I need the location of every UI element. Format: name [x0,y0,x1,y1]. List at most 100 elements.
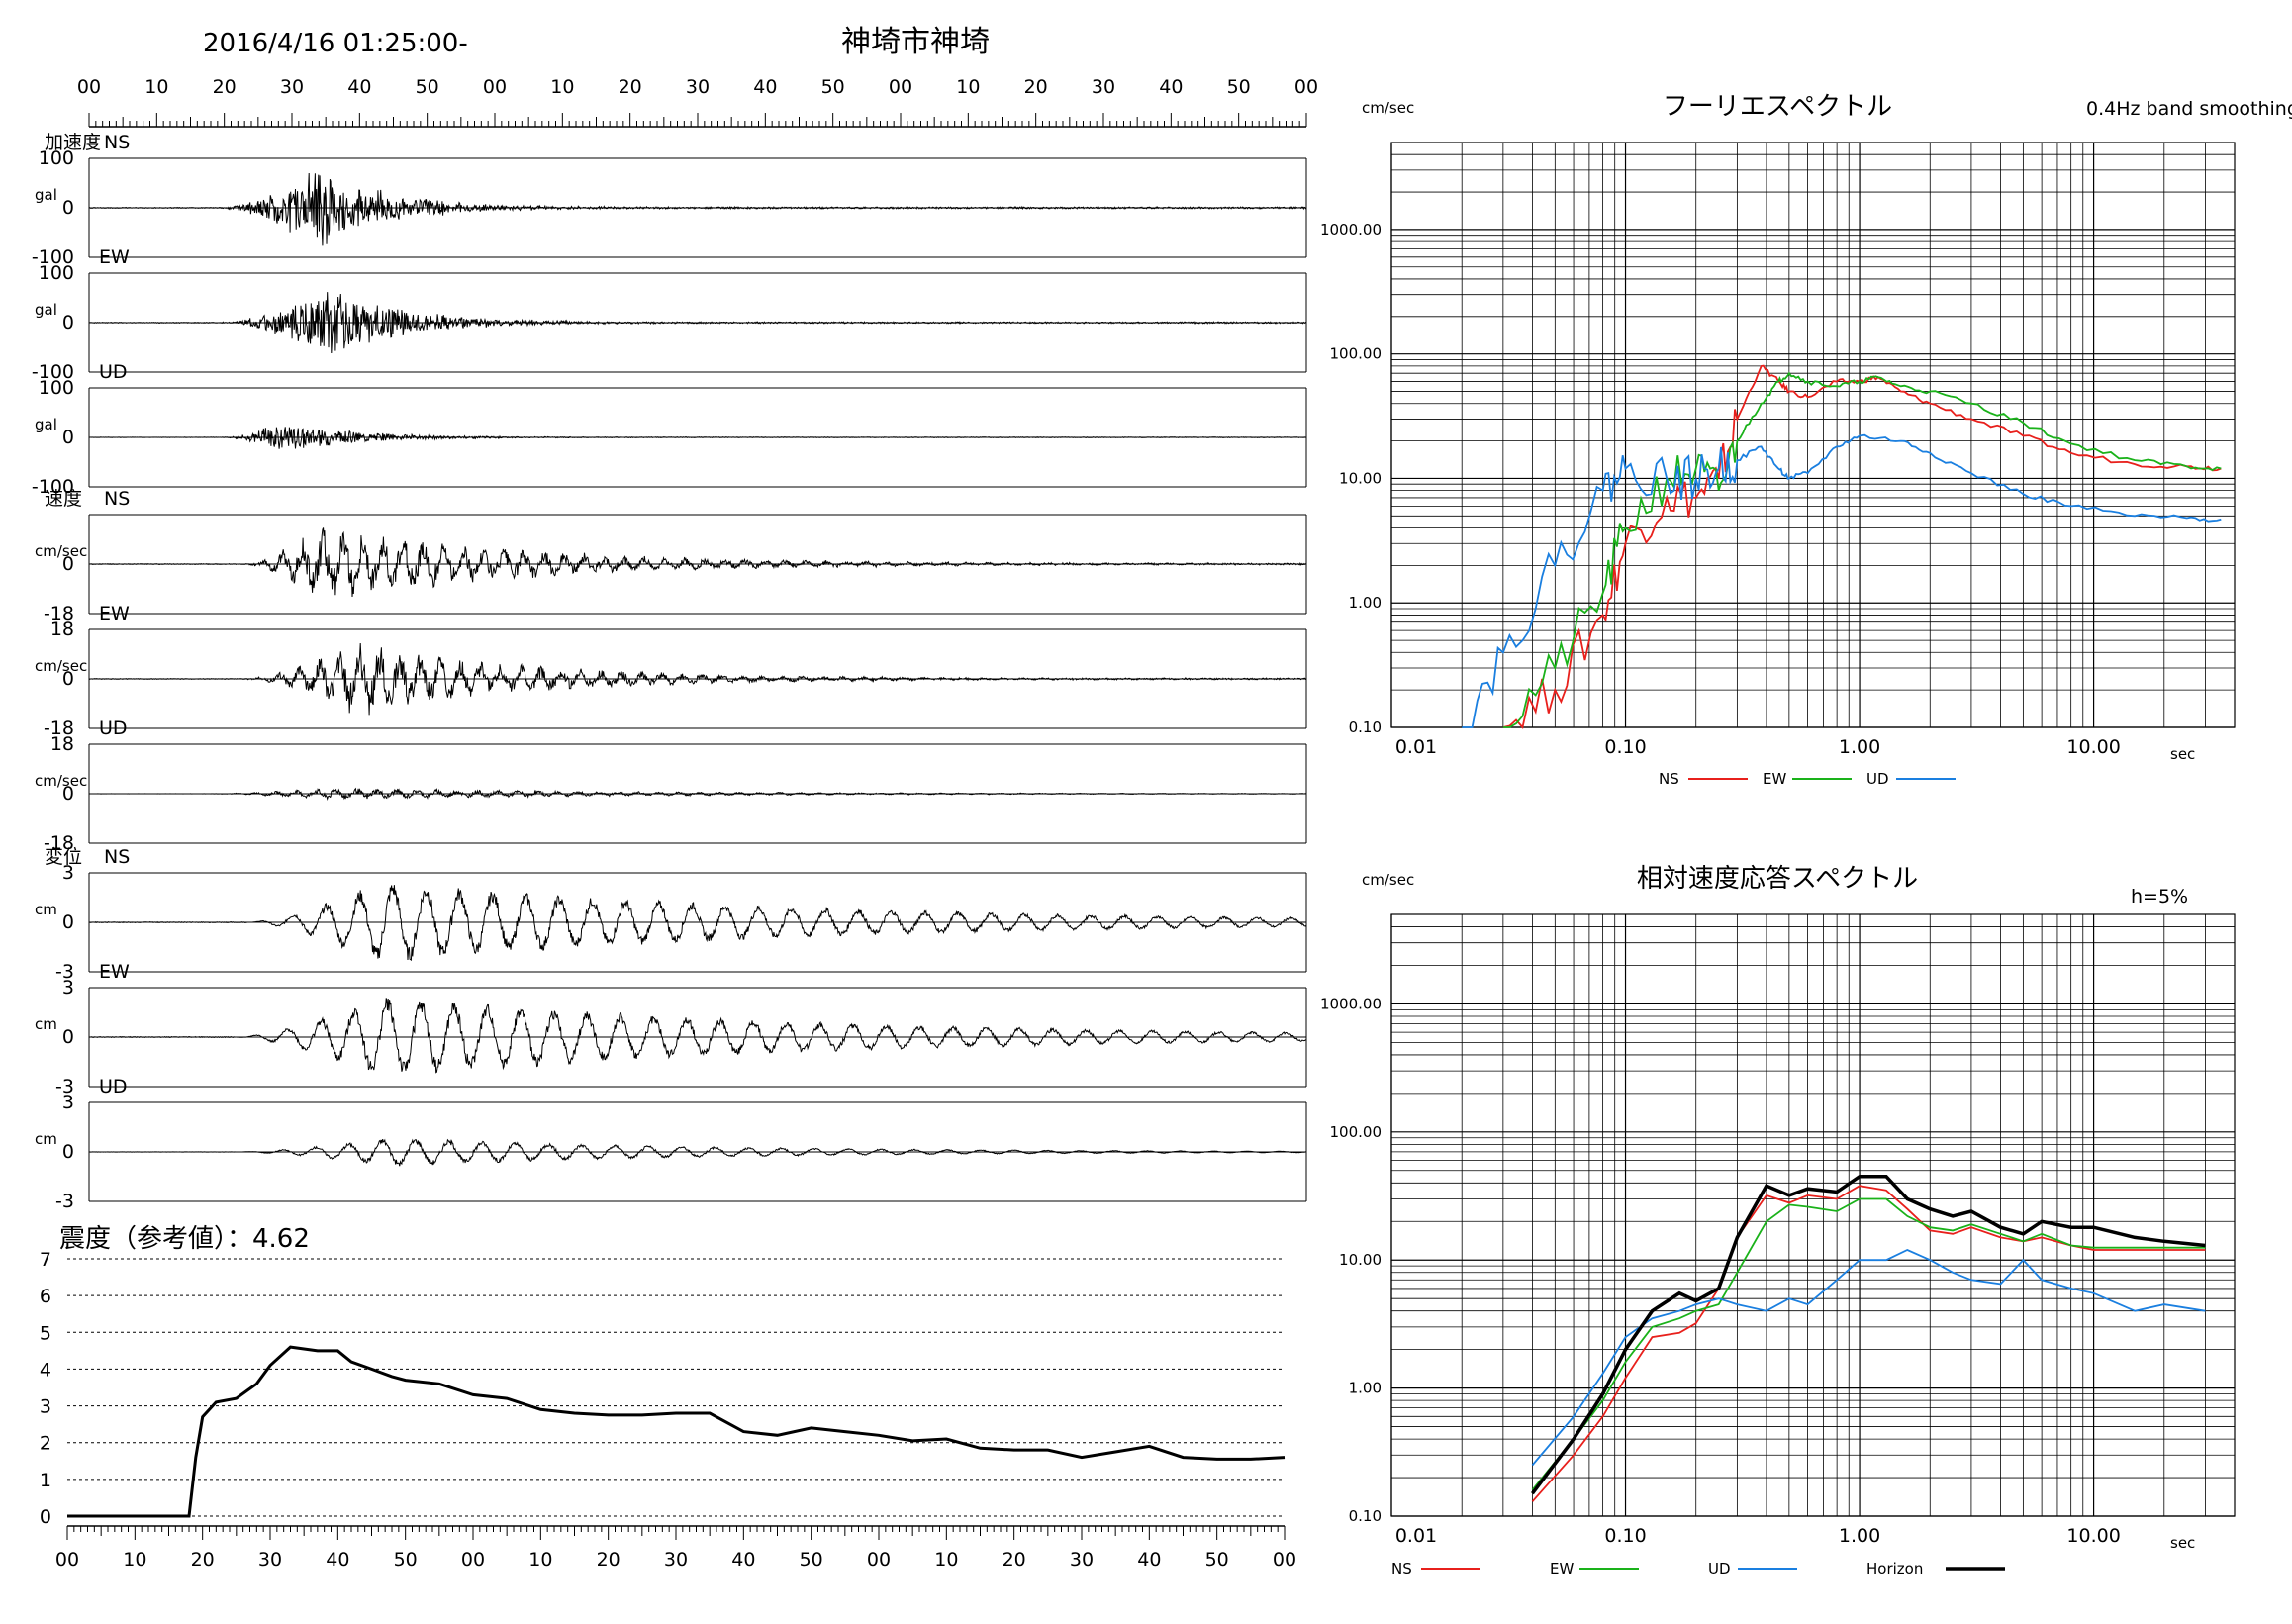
intensity-xtick-label: 00 [1273,1549,1296,1571]
waveform-panel: EW gal 100 0 -100 [32,246,1307,383]
legend-label: UD [1866,770,1889,788]
legend-label: NS [1659,770,1679,788]
spectrum-xlabel: sec [2170,1534,2195,1552]
intensity-xtick-label: 50 [1205,1549,1229,1571]
spectrum-ytick-label: 10.00 [1339,469,1382,487]
intensity-xtick-label: 20 [191,1549,215,1571]
spectrum-annotation: h=5% [2131,886,2188,908]
waveform-zero-value: 0 [62,197,74,219]
spectrum-series-ud [1462,433,2222,728]
intensity-xtick-label: 30 [258,1549,282,1571]
time-tick-label: 10 [144,76,168,98]
waveform-panel: EW cm 3 0 -3 [35,961,1307,1098]
waveform-panel: 変位 NS cm 3 0 -3 [35,846,1307,983]
spectrum-frame [1390,142,2236,728]
report-header: 2016/4/16 01:25:00- 神埼市神埼 [203,25,990,59]
waveform-component-label: NS [104,846,130,868]
spectrum-xlabel: sec [2170,745,2195,763]
time-tick-label: 40 [1159,76,1183,98]
intensity-xtick-label: 10 [528,1549,552,1571]
waveform-bottom-value: -3 [55,961,74,983]
waveform-bottom-value: -3 [55,1076,74,1098]
spectrum-ytick-label: 100.00 [1330,1123,1383,1141]
waveform-top-value: 3 [62,862,74,884]
fourier-spectrum-chart: 0.10 1.00 10.00 100.00 1000.00 0.01 0.10 1.00 10… [1320,92,2292,788]
time-tick-label: 30 [280,76,304,98]
response-spectrum-chart: 0.10 1.00 10.00 100.00 1000.00 0.01 0.10 1.00 10… [1320,864,2236,1577]
spectrum-ytick-label: 1000.00 [1320,995,1382,1012]
intensity-xtick-label: 20 [597,1549,621,1571]
waveform-trace [88,527,1307,598]
spectrum-series-horizon [1531,1174,2206,1495]
station-name: 神埼市神埼 [841,25,990,59]
spectrum-xtick-label: 1.00 [1839,736,1880,758]
intensity-xtick-label: 40 [731,1549,755,1571]
waveform-group-label: 速度 [45,488,82,510]
waveform-trace [88,292,1307,354]
intensity-xtick-label: 50 [800,1549,823,1571]
intensity-ytick-label: 4 [40,1359,51,1381]
waveform-unit-label: cm/sec [35,772,87,790]
intensity-xtick-label: 00 [867,1549,891,1571]
waveform-trace [88,642,1307,716]
waveform-unit-label: gal [35,186,57,204]
waveform-top-value: 100 [39,147,74,169]
waveform-bottom-value: -18 [44,603,74,624]
waveform-trace [88,998,1306,1074]
spectrum-ytick-label: 1.00 [1349,1380,1382,1397]
intensity-xtick-label: 20 [1003,1549,1026,1571]
time-tick-label: 50 [1227,76,1251,98]
spectrum-xtick-label: 10.00 [2066,736,2120,758]
waveform-zero-value: 0 [62,783,74,805]
spectrum-title: 相対速度応答スペクトル [1637,864,1918,894]
intensity-xtick-label: 30 [664,1549,688,1571]
waveform-unit-label: cm/sec [35,542,87,560]
waveform-bottom-value: -18 [44,717,74,739]
time-tick-label: 50 [416,76,439,98]
spectrum-series-ew [1531,1197,2206,1491]
intensity-ytick-label: 5 [40,1322,51,1344]
waveform-top-value: 3 [62,977,74,999]
waveform-zero-value: 0 [62,312,74,334]
intensity-xtick-label: 10 [123,1549,146,1571]
waveform-unit-label: cm/sec [35,657,87,675]
intensity-ytick-label: 2 [40,1433,51,1455]
waveform-component-label: UD [99,1076,128,1098]
spectrum-subtitle: 0.4Hz band smoothing [2086,98,2292,120]
legend-label: NS [1391,1560,1412,1577]
waveform-panel: 加速度 NS gal 100 0 -100 [32,132,1307,268]
intensity-ytick-label: 0 [40,1506,51,1528]
waveform-bottom-value: -100 [32,361,74,383]
legend-label: EW [1550,1560,1574,1577]
waveform-trace [88,1138,1306,1167]
waveform-panel: UD cm 3 0 -3 [35,1076,1307,1212]
waveform-trace [88,787,1307,801]
legend-label: Horizon [1866,1560,1923,1577]
waveform-component-label: UD [99,717,128,739]
spectrum-ytick-label: 1.00 [1349,594,1382,612]
spectrum-xtick-label: 0.01 [1395,736,1437,758]
waveform-unit-label: cm [35,1015,57,1033]
intensity-xtick-label: 10 [934,1549,958,1571]
waveform-component-label: EW [99,603,130,624]
waveform-zero-value: 0 [62,553,74,575]
legend-label: UD [1708,1560,1731,1577]
time-tick-label: 40 [753,76,777,98]
spectrum-xtick-label: 0.10 [1604,1525,1646,1547]
intensity-trace [67,1345,1286,1518]
waveform-panel: UD gal 100 0 -100 [32,361,1307,498]
waveform-group-label: 変位 [45,846,82,868]
waveform-trace [88,427,1307,449]
waveform-bottom-value: -3 [55,1191,74,1212]
spectrum-xtick-label: 1.00 [1839,1525,1880,1547]
spectrum-xtick-label: 10.00 [2066,1525,2120,1547]
waveform-panel: EW cm/sec 18 0 -18 [35,603,1307,739]
spectrum-series-ud [1531,1249,2206,1467]
intensity-ytick-label: 1 [40,1470,51,1491]
intensity-label: 震度（参考値）：4.62 [59,1224,310,1254]
intensity-xtick-label: 40 [326,1549,349,1571]
time-tick-label: 20 [1024,76,1048,98]
time-tick-label: 00 [483,76,507,98]
